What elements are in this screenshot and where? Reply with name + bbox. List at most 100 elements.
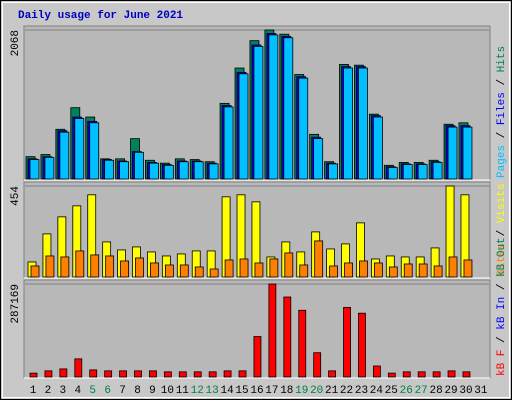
bar [417, 164, 428, 180]
x-tick-label: 4 [74, 385, 81, 397]
bar [163, 371, 172, 378]
bar [134, 370, 142, 378]
bar [105, 255, 115, 278]
bar [329, 265, 339, 278]
x-tick-label: 10 [161, 385, 174, 397]
x-tick-label: 18 [280, 385, 293, 397]
bar [29, 159, 40, 180]
bar [268, 283, 277, 378]
bar [448, 256, 458, 278]
bar [298, 77, 309, 180]
bar [224, 259, 234, 278]
bar [60, 256, 70, 278]
x-tick-label: 11 [176, 385, 190, 397]
bar [328, 370, 337, 378]
bar [44, 156, 55, 180]
legend-entry: kB F [496, 350, 508, 376]
y-tick-label: 287169 [10, 284, 22, 324]
bar [447, 370, 456, 378]
bar [402, 164, 413, 180]
x-tick-label: 1 [30, 385, 37, 397]
legend-entry: Pages [496, 145, 508, 178]
bar [313, 138, 324, 180]
chart-title: Daily usage for June 2021 [18, 10, 183, 22]
x-tick-label: 5 [89, 385, 96, 397]
bar [403, 263, 413, 278]
bar [104, 159, 115, 180]
bar [314, 240, 324, 278]
bar [193, 371, 202, 378]
bar [150, 262, 159, 278]
x-tick-label: 6 [104, 385, 111, 397]
y-tick-label: 2068 [10, 30, 22, 56]
bar [74, 358, 83, 378]
bar [90, 254, 100, 278]
bar [164, 264, 174, 278]
y-tick-label: 454 [10, 186, 22, 206]
bar [388, 266, 398, 278]
legend-separator: / [496, 223, 508, 243]
legend: kB F / kB In / kB Out [496, 237, 508, 376]
legend-entry: Visits [496, 184, 508, 224]
bar [149, 162, 159, 180]
bar [44, 370, 53, 378]
legend-entry: Files [496, 92, 508, 125]
bar [358, 312, 366, 378]
bar [59, 368, 68, 378]
bar [372, 116, 383, 180]
bar [269, 258, 279, 278]
bar [193, 161, 204, 180]
x-tick-label: 25 [385, 385, 398, 397]
bar [284, 252, 294, 278]
bar [417, 371, 426, 378]
bar [134, 151, 144, 180]
x-tick-label: 22 [340, 385, 353, 397]
bar [373, 262, 383, 278]
bar [343, 67, 353, 180]
x-tick-label: 28 [430, 385, 443, 397]
bar [254, 262, 264, 278]
bar [119, 370, 127, 378]
bar [59, 131, 70, 180]
x-tick-label: 27 [415, 385, 428, 397]
bar [462, 126, 473, 180]
legend: Pages / Files / Hits [496, 46, 508, 178]
bar [433, 265, 443, 278]
legend-separator: / [496, 125, 508, 145]
bar [387, 372, 396, 378]
bar [223, 370, 232, 378]
bar [208, 371, 217, 378]
bar [238, 73, 249, 180]
bar [239, 258, 249, 278]
legend-entry: Hits [496, 46, 508, 72]
legend-entry: kB In [496, 297, 508, 330]
bar [432, 162, 443, 180]
bar [238, 370, 247, 378]
bar [328, 163, 339, 180]
bar [462, 371, 471, 378]
bar [149, 370, 157, 378]
bar [298, 309, 307, 378]
x-tick-label: 3 [60, 385, 67, 397]
x-tick-label: 2 [45, 385, 52, 397]
legend-entry: kB Out [496, 237, 508, 277]
legend-separator: / [496, 72, 508, 92]
bar [402, 371, 411, 378]
bar [89, 369, 98, 378]
x-tick-label: 13 [206, 385, 219, 397]
legend-entry: Sites [496, 243, 508, 276]
bar [359, 260, 368, 278]
bar [194, 266, 204, 278]
x-tick-label: 15 [235, 385, 248, 397]
x-tick-label: 12 [191, 385, 204, 397]
bar [30, 265, 40, 278]
bar [45, 255, 55, 278]
bar [178, 371, 187, 378]
bar [178, 161, 189, 180]
x-tick-label: 21 [325, 385, 339, 397]
x-tick-label: 29 [444, 385, 457, 397]
bar [119, 161, 129, 180]
bar [29, 372, 38, 378]
